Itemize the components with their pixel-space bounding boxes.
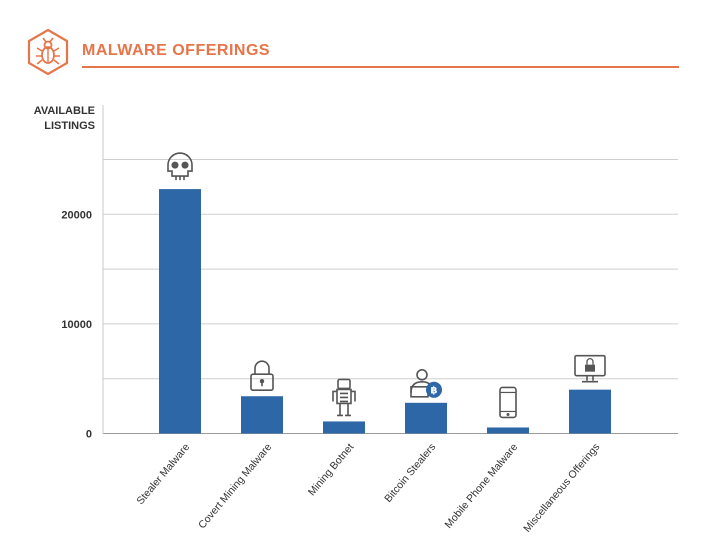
x-tick-label: Mobile Phone Malware	[442, 441, 520, 531]
bar-stealer-malware	[159, 189, 201, 434]
y-tick-labels: 0 10000 20000	[61, 209, 92, 440]
x-tick-labels: Stealer Malware Covert Mining Malware Mini…	[134, 441, 602, 535]
bar-bitcoin-stealers	[405, 402, 447, 434]
y-tick-label: 0	[86, 429, 92, 441]
robot-icon	[332, 378, 356, 417]
y-axis-label-line-1: AVAILABLE	[34, 105, 95, 117]
x-tick-label: Stealer Malware	[134, 441, 192, 507]
svg-text:฿: ฿	[431, 385, 438, 396]
x-tick-label: Miscellaneous Offerings	[521, 441, 602, 534]
bar-mobile-phone-malware	[487, 427, 529, 434]
x-tick-label: Bitcoin Stealers	[382, 441, 438, 505]
bar-miscellaneous-offerings	[569, 389, 611, 434]
bar-covert-mining-malware	[241, 396, 283, 434]
bug-icon	[27, 28, 69, 76]
y-tick-label: 20000	[61, 209, 92, 221]
mobile-phone-icon	[499, 386, 517, 419]
y-tick-label: 10000	[61, 319, 92, 331]
category-icons: ฿	[167, 152, 606, 419]
y-axis-label-line-2: LISTINGS	[44, 120, 95, 132]
page-title: MALWARE OFFERINGS	[82, 42, 271, 59]
header-divider	[82, 66, 679, 68]
padlock-icon	[250, 360, 274, 392]
skull-icon	[167, 152, 193, 181]
hacker-bitcoin-icon: ฿	[410, 369, 442, 398]
bars	[159, 189, 611, 434]
x-tick-label: Mining Botnet	[306, 441, 357, 498]
bar-mining-botnet	[323, 421, 365, 434]
monitor-lock-icon	[574, 354, 606, 383]
x-tick-label: Covert Mining Malware	[196, 441, 274, 531]
